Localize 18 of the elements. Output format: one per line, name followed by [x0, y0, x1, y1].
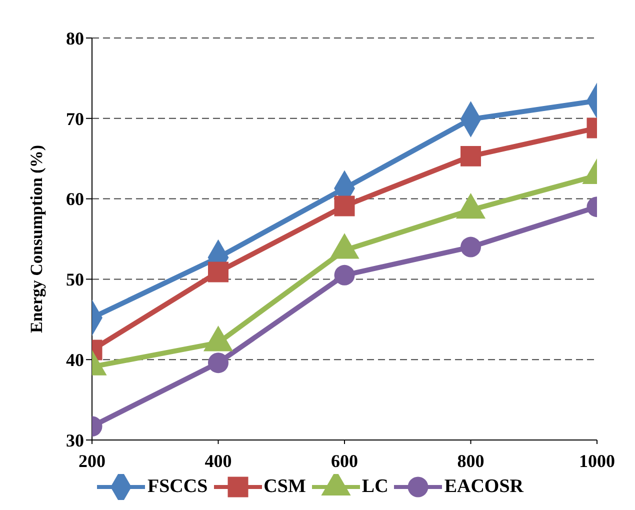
point [334, 264, 355, 286]
y-tick-label: 30 [66, 430, 84, 450]
y-tick-label: 70 [66, 108, 84, 129]
legend-label: CSM [264, 476, 306, 498]
y-tick-label: 60 [66, 189, 84, 210]
x-tick-label: 800 [457, 450, 484, 471]
y-tick-label: 40 [66, 350, 84, 370]
x-tick-label: 600 [331, 450, 358, 471]
legend-label: LC [362, 476, 388, 498]
x-tick-label: 200 [78, 450, 106, 471]
x-tick-label: 400 [204, 450, 232, 471]
legend-label: EACOSR [444, 476, 524, 498]
y-axis-title: Energy Consumption (%) [27, 145, 46, 333]
point [334, 196, 355, 216]
y-tick-label: 80 [66, 28, 84, 48]
x-tick-label: 1000 [579, 450, 615, 471]
legend-label: FSCCS [147, 476, 208, 498]
y-tick-label: 50 [66, 270, 84, 290]
